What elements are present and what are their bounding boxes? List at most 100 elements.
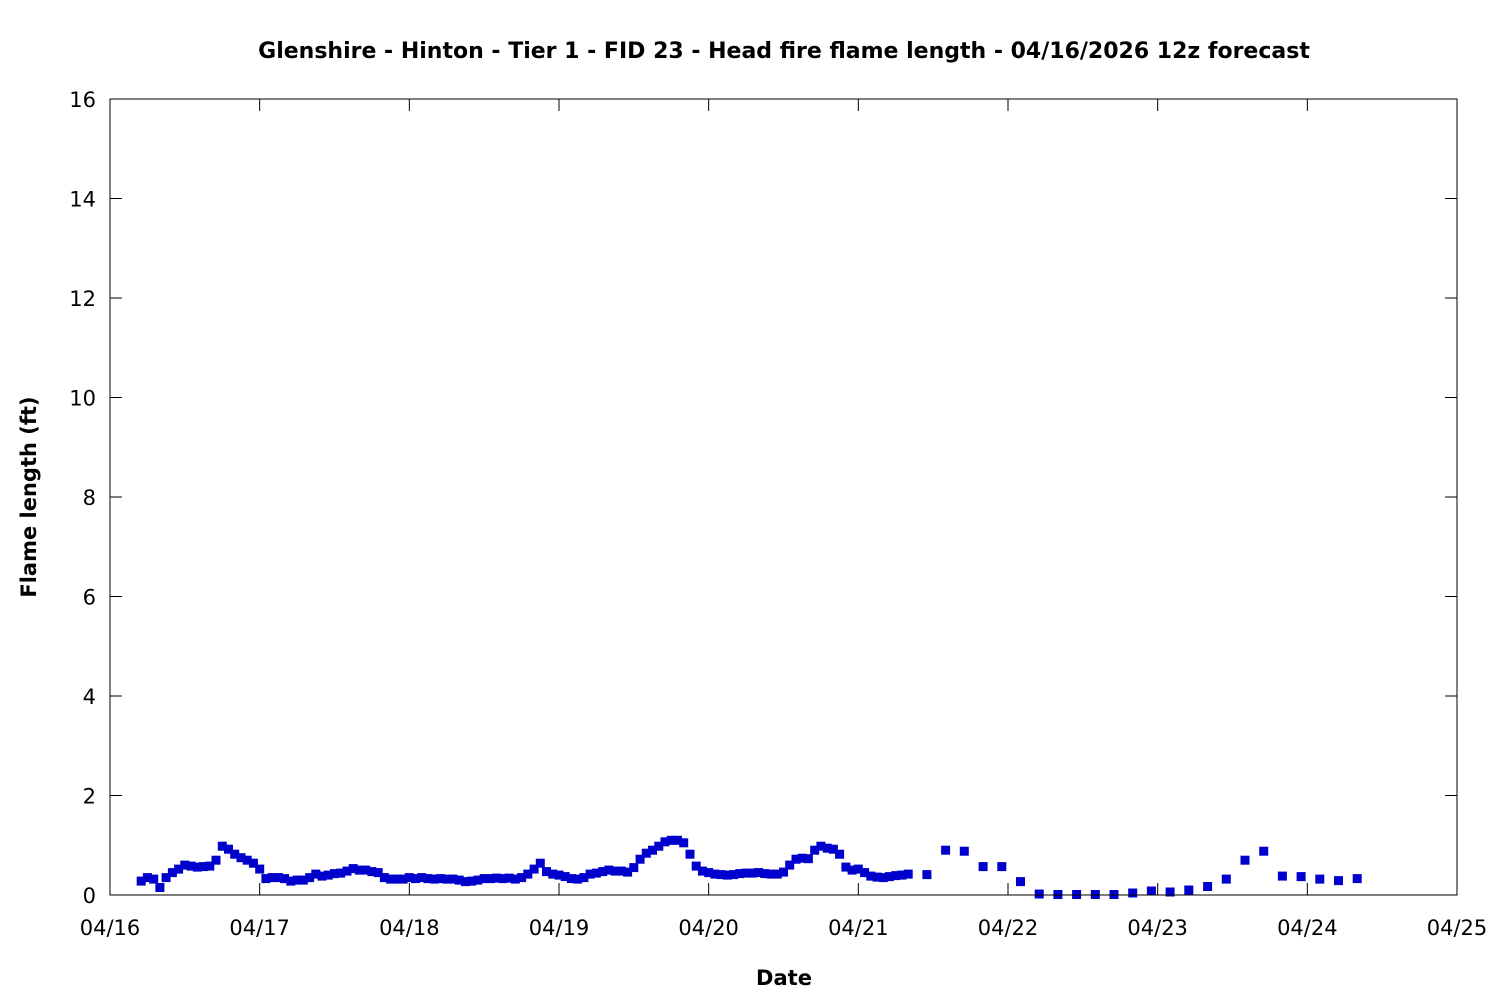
- x-tick-label: 04/18: [379, 916, 440, 940]
- data-point: [255, 864, 265, 874]
- data-point: [217, 841, 227, 851]
- data-point: [305, 873, 315, 883]
- y-tick-label: 12: [69, 287, 96, 311]
- data-point: [367, 867, 377, 877]
- data-point: [554, 870, 564, 880]
- data-point: [685, 849, 695, 859]
- plot-frame: [109, 98, 1458, 896]
- data-point: [704, 868, 714, 878]
- data-point: [467, 876, 477, 886]
- data-point: [323, 870, 333, 880]
- data-point: [722, 870, 732, 880]
- data-point: [236, 853, 246, 863]
- x-axis-title: Date: [756, 966, 812, 990]
- data-point: [242, 855, 252, 865]
- data-point: [379, 873, 389, 883]
- data-point: [155, 883, 165, 892]
- data-point: [136, 876, 146, 886]
- data-point: [1221, 874, 1231, 884]
- data-point: [885, 872, 894, 882]
- data-point: [754, 868, 764, 878]
- data-point: [747, 868, 757, 878]
- data-point: [1240, 855, 1250, 865]
- data-point: [648, 845, 657, 855]
- data-point: [866, 871, 876, 881]
- data-point: [230, 849, 240, 859]
- data-point: [1146, 886, 1156, 896]
- data-point: [1334, 876, 1343, 886]
- x-tick-label: 04/19: [529, 916, 590, 940]
- data-point: [1203, 882, 1213, 891]
- data-point: [922, 870, 932, 880]
- data-point: [1128, 888, 1138, 898]
- data-point: [567, 874, 576, 884]
- data-point: [997, 862, 1007, 872]
- data-point: [1277, 871, 1287, 881]
- data-point: [392, 874, 402, 884]
- data-point: [666, 835, 676, 845]
- data-point: [816, 841, 826, 851]
- data-point: [529, 864, 539, 874]
- data-point: [579, 873, 589, 883]
- data-point: [448, 874, 458, 884]
- data-point: [342, 866, 352, 876]
- data-point: [791, 854, 801, 864]
- data-point: [766, 869, 776, 879]
- data-point: [348, 864, 358, 874]
- data-point: [317, 871, 327, 881]
- data-point: [835, 849, 845, 859]
- data-point: [1016, 877, 1025, 887]
- data-point: [897, 870, 907, 880]
- data-point: [697, 866, 707, 876]
- data-point: [654, 841, 664, 851]
- data-point: [504, 873, 514, 883]
- data-point: [760, 869, 770, 879]
- data-point: [436, 874, 445, 884]
- data-point: [542, 867, 551, 877]
- data-point: [1034, 889, 1044, 899]
- x-tick-label: 04/21: [828, 916, 889, 940]
- data-point: [616, 866, 626, 876]
- data-point: [404, 873, 414, 883]
- data-point: [280, 874, 290, 884]
- data-point: [978, 862, 988, 872]
- x-tick-label: 04/17: [229, 916, 290, 940]
- data-point: [959, 846, 969, 856]
- data-point: [735, 869, 745, 879]
- data-point: [610, 866, 620, 876]
- data-point: [822, 843, 832, 853]
- data-point: [598, 867, 608, 877]
- data-points: [136, 835, 1362, 899]
- data-point: [828, 844, 838, 854]
- data-point: [903, 869, 913, 879]
- data-point: [142, 873, 152, 883]
- data-point: [741, 868, 751, 878]
- data-point: [373, 868, 383, 878]
- y-tick-label: 6: [83, 586, 96, 610]
- data-point: [336, 868, 346, 878]
- data-point: [273, 873, 283, 883]
- data-point: [860, 868, 870, 878]
- data-point: [1184, 885, 1194, 895]
- data-point: [629, 863, 639, 873]
- data-point: [479, 874, 489, 884]
- data-point: [604, 865, 614, 875]
- data-point: [660, 837, 670, 847]
- data-point: [411, 874, 421, 884]
- data-point: [205, 861, 215, 871]
- data-point: [878, 873, 888, 883]
- data-point: [1165, 887, 1175, 897]
- data-point: [941, 845, 951, 855]
- data-point: [510, 874, 520, 884]
- y-tick-label: 4: [83, 685, 96, 709]
- x-tick-label: 04/22: [978, 916, 1039, 940]
- data-point: [623, 867, 633, 877]
- data-point: [361, 865, 371, 875]
- data-point: [261, 874, 271, 884]
- data-point: [192, 862, 202, 872]
- chart-title: Glenshire - Hinton - Tier 1 - FID 23 - H…: [258, 39, 1310, 64]
- data-point: [461, 877, 470, 887]
- data-point: [473, 875, 483, 885]
- data-point: [180, 860, 190, 870]
- data-point: [679, 838, 689, 848]
